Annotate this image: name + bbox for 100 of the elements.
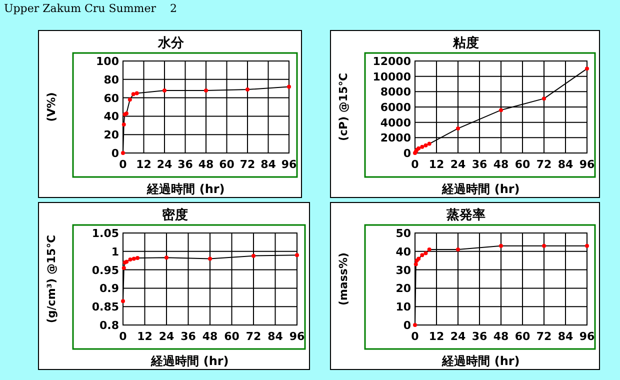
x-tick-label: 12 [428,330,444,343]
point [585,66,589,71]
x-tick-label: 0 [119,158,128,171]
y-tick-label: 4000 [380,116,412,130]
x-tick-label: 96 [281,158,297,171]
x-tick-label: 48 [202,330,218,343]
point [122,122,126,126]
x-tick-label: 60 [224,330,240,343]
y-tick-label: 50 [396,227,412,240]
y-axis-title: (cP) @15℃ [337,72,350,142]
x-tick-label: 72 [240,158,256,171]
point [162,88,166,92]
x-tick-label: 60 [514,158,530,171]
x-tick-label: 36 [472,158,488,171]
chart-title: 蒸発率 [446,207,486,223]
y-tick-label: 1 [111,245,119,258]
x-tick-label: 24 [450,330,466,343]
y-tick-label: 80 [104,73,120,86]
point [132,256,136,261]
point [246,88,250,92]
chart-title: 水分 [157,36,185,51]
x-tick-label: 84 [268,330,284,343]
y-tick-label: 20 [104,128,120,142]
y-tick-label: 20 [396,282,412,296]
x-tick-label: 72 [536,158,552,171]
x-tick-label: 84 [558,158,574,171]
point [128,257,132,262]
point [456,126,460,130]
x-tick-label: 48 [493,158,509,171]
chart-title: 粘度 [452,35,479,51]
point [424,251,428,256]
point [542,96,546,101]
point [585,244,589,248]
y-tick-label: 10000 [372,70,412,84]
x-tick-label: 84 [260,158,276,171]
x-tick-label: 0 [411,330,420,343]
y-tick-label: 0.95 [92,264,119,277]
point [414,262,418,266]
point [164,256,168,260]
x-axis-title: 経過時間 (hr) [146,182,225,196]
x-tick-label: 96 [579,330,595,343]
x-tick-label: 84 [558,330,574,343]
x-tick-label: 72 [536,330,552,343]
point [427,248,432,252]
y-axis-title: (mass%) [337,252,350,306]
x-tick-label: 48 [493,330,509,343]
y-tick-label: 0.85 [92,300,119,314]
y-tick-label: 2000 [380,132,412,145]
y-axis-title: (V%) [45,92,58,122]
x-tick-label: 36 [180,330,196,343]
point [287,84,291,89]
y-tick-label: 8000 [380,86,412,99]
point [295,253,299,258]
x-axis-title: 経過時間 (hr) [441,182,520,196]
y-tick-label: 12000 [372,55,412,68]
x-tick-label: 12 [428,158,444,171]
x-tick-label: 12 [137,330,152,343]
x-tick-label: 36 [178,158,194,171]
x-tick-label: 96 [289,330,305,343]
y-tick-label: 0.8 [100,319,119,332]
point [134,91,139,96]
y-tick-label: 40 [104,110,120,124]
y-tick-label: 0.9 [100,282,119,296]
y-tick-label: 0 [403,147,412,160]
point [420,144,424,149]
y-tick-label: 1.05 [92,227,119,240]
point [413,323,417,327]
x-tick-label: 24 [156,158,172,171]
x-tick-label: 60 [514,330,530,343]
y-tick-label: 10 [396,300,412,314]
point [204,88,208,92]
point [420,253,424,258]
point [122,266,126,270]
text: Upper Zakum Cru Summer 2 [4,2,177,15]
point [427,142,432,146]
point [456,248,460,252]
x-axis-title: 経過時間 (hr) [150,354,229,368]
chart-title: 密度 [162,207,188,223]
x-tick-label: 96 [579,158,595,171]
point [499,244,503,248]
y-tick-label: 30 [396,264,412,277]
x-tick-label: 36 [472,330,488,343]
point [136,256,140,260]
x-tick-label: 24 [158,330,174,343]
point [128,98,132,102]
y-tick-label: 40 [396,245,412,258]
x-tick-label: 24 [450,158,466,171]
point [499,108,503,112]
x-tick-label: 48 [198,158,214,171]
point [208,256,212,261]
x-tick-label: 60 [219,158,235,171]
y-tick-label: 60 [104,92,120,105]
y-tick-label: 0 [403,319,412,332]
y-tick-label: 100 [96,55,120,68]
point [121,299,125,304]
y-tick-label: 6000 [380,101,412,114]
point [542,244,546,248]
x-axis-title: 経過時間 (hr) [441,354,520,368]
point [252,254,256,258]
y-axis-title: (g/cm³) @15℃ [45,234,58,324]
